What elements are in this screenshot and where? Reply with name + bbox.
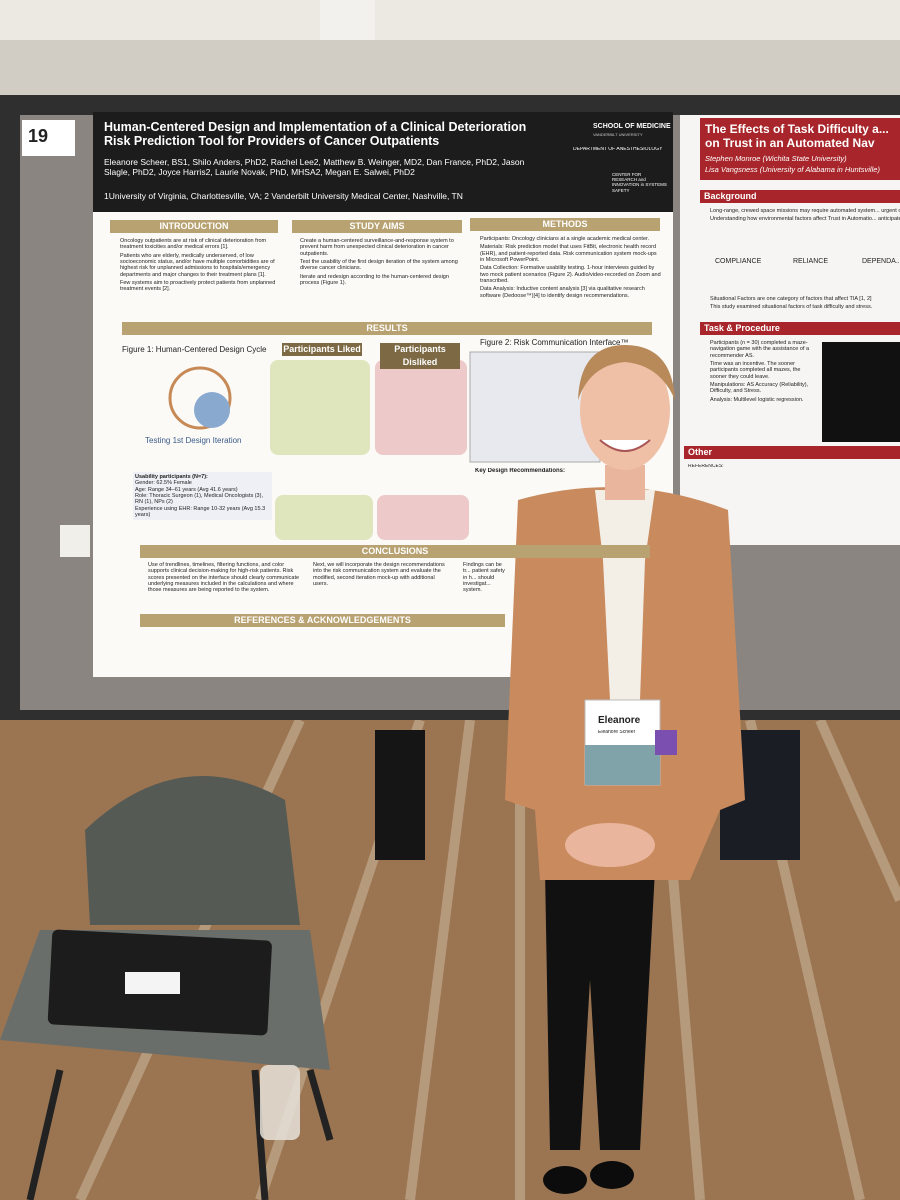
table-header: DEPENDA... (862, 258, 900, 265)
figure-title: Figure 1: Human-Centered Design Cycle (122, 345, 267, 354)
usability-line: Role: Thoracic Surgeon (1), Medical Onco… (135, 492, 263, 506)
usability-line: Age: Range 34–61 years (Avg 41.6 years) (135, 486, 238, 493)
bullet: Iterate and redesign according to the hu… (300, 274, 462, 287)
bullet: Understanding how environmental factors … (710, 216, 900, 222)
interface-mockup (469, 351, 601, 463)
logo-school: SCHOOL OF MEDICINE (593, 123, 671, 130)
shoe (543, 1166, 587, 1194)
chair-leg (26, 1069, 64, 1200)
light (320, 0, 375, 42)
section-heading: Background (700, 190, 900, 203)
wall (0, 40, 900, 100)
poster-left-header (93, 112, 673, 212)
badge-name: Eleanore (598, 715, 641, 726)
ribbon (655, 730, 677, 755)
chair-leg (306, 1069, 334, 1141)
section-heading: Other (684, 446, 900, 459)
bullet: Findings can be tr... patient safety in … (463, 562, 510, 594)
neck (605, 465, 645, 500)
chair-back (85, 776, 300, 925)
disliked-box (375, 360, 467, 455)
poster-title: Human-Centered Design and Implementation… (104, 120, 527, 149)
table-header: COMPLIANCE (715, 258, 762, 265)
ceiling (0, 0, 900, 40)
liked-box (275, 495, 373, 540)
section-heading: STUDY AIMS (292, 220, 462, 233)
cup (60, 525, 90, 557)
hair (578, 345, 675, 400)
key-design: Key Design Recommendations: (475, 468, 566, 474)
logo-department: DEPARTMENT OF ANESTHESIOLOGY (573, 147, 663, 152)
liked-box (270, 360, 370, 455)
box-heading: Participants Liked (282, 343, 362, 356)
references: REFERENCES: (688, 464, 724, 469)
maze-image (822, 342, 900, 442)
poster-author: Stephen Monroe (Wichita State University… (705, 155, 847, 163)
hands (565, 823, 655, 867)
figure-title: Figure 2: Risk Communication Interface™ (480, 338, 629, 347)
bullet: Materials: Risk prediction model that us… (480, 244, 662, 263)
poster-author: Lisa Vangsness (University of Alabama in… (705, 166, 880, 174)
section-heading: METHODS (470, 218, 660, 231)
box-heading: Participants Disliked (380, 343, 460, 369)
shoe (590, 1161, 634, 1189)
bullet: Oncology outpatients are at risk of clin… (120, 238, 277, 251)
pants (545, 870, 655, 1150)
usability-line: Experience using EHR: Range 10-32 years … (135, 505, 266, 518)
usability-title: Usability participants (N=7): (135, 474, 208, 480)
section-heading: Task & Procedure (700, 322, 900, 335)
badge-detail: Eleanore Scheer (598, 730, 636, 735)
bullet: Time was an incentive. The sooner partic… (710, 361, 817, 380)
shirt (595, 490, 655, 700)
bullet: Use of trendlines, timelines, filtering … (148, 562, 300, 594)
poster-authors: Eleanore Scheer, BS1, Shilo Anders, PhD2… (104, 158, 525, 177)
section-heading: INTRODUCTION (110, 220, 278, 233)
cup (260, 1065, 300, 1140)
bullet: Next, we will incorporate the design rec… (313, 562, 450, 587)
bullet: Analysis: Multilevel logistic regression… (710, 397, 817, 403)
legs (375, 730, 425, 860)
smile (599, 439, 651, 452)
bullet: Data Collection: Formative usability tes… (480, 265, 662, 284)
bullet: Create a human-centered surveillance-and… (300, 238, 462, 257)
disliked-box (377, 495, 469, 540)
number-card (22, 120, 75, 156)
bullet: Few systems aim to proactively protect p… (120, 280, 277, 293)
chair-leg (251, 1069, 269, 1200)
table-header: RELIANCE (793, 258, 829, 265)
section-heading: REFERENCES & ACKNOWLEDGEMENTS (140, 614, 505, 627)
poster-right-header (700, 118, 900, 180)
section-heading: RESULTS (122, 322, 652, 335)
section-heading: CONCLUSIONS (140, 545, 650, 558)
bullet: Manipulations: AS Accuracy (Reliability)… (710, 382, 817, 395)
bullet: Test the usability of the first design i… (300, 259, 462, 272)
figure-caption: Testing 1st Design Iteration (145, 436, 242, 445)
bullet: This study examined situational factors … (710, 304, 900, 310)
card (125, 972, 180, 994)
design-cycle (168, 366, 232, 430)
badge-strip (585, 745, 660, 785)
cycle-node (194, 392, 230, 428)
board-number: 19 (28, 126, 49, 146)
usability-line: Gender: 62.5% Female (135, 480, 192, 487)
poster-title: The Effects of Task Difficulty a... on T… (705, 123, 889, 150)
bullet: Participants (n = 30) completed a maze-n… (710, 340, 817, 359)
bullet: Participants: Oncology clinicians at a s… (480, 236, 662, 242)
bullet: Data Analysis: Inductive content analysi… (480, 286, 662, 299)
bullet: Patients who are elderly, medically unde… (120, 253, 277, 278)
bullet: Long-range, crewed space missions may re… (710, 208, 900, 214)
logo-university: VANDERBILT UNIVERSITY (593, 133, 643, 137)
bullet: Situational Factors are one category of … (710, 296, 900, 302)
poster-affiliations: 1University of Virginia, Charlottesville… (104, 192, 463, 201)
logo-center: CENTER FOR RESEARCH and INNOVATION in SY… (612, 172, 667, 193)
